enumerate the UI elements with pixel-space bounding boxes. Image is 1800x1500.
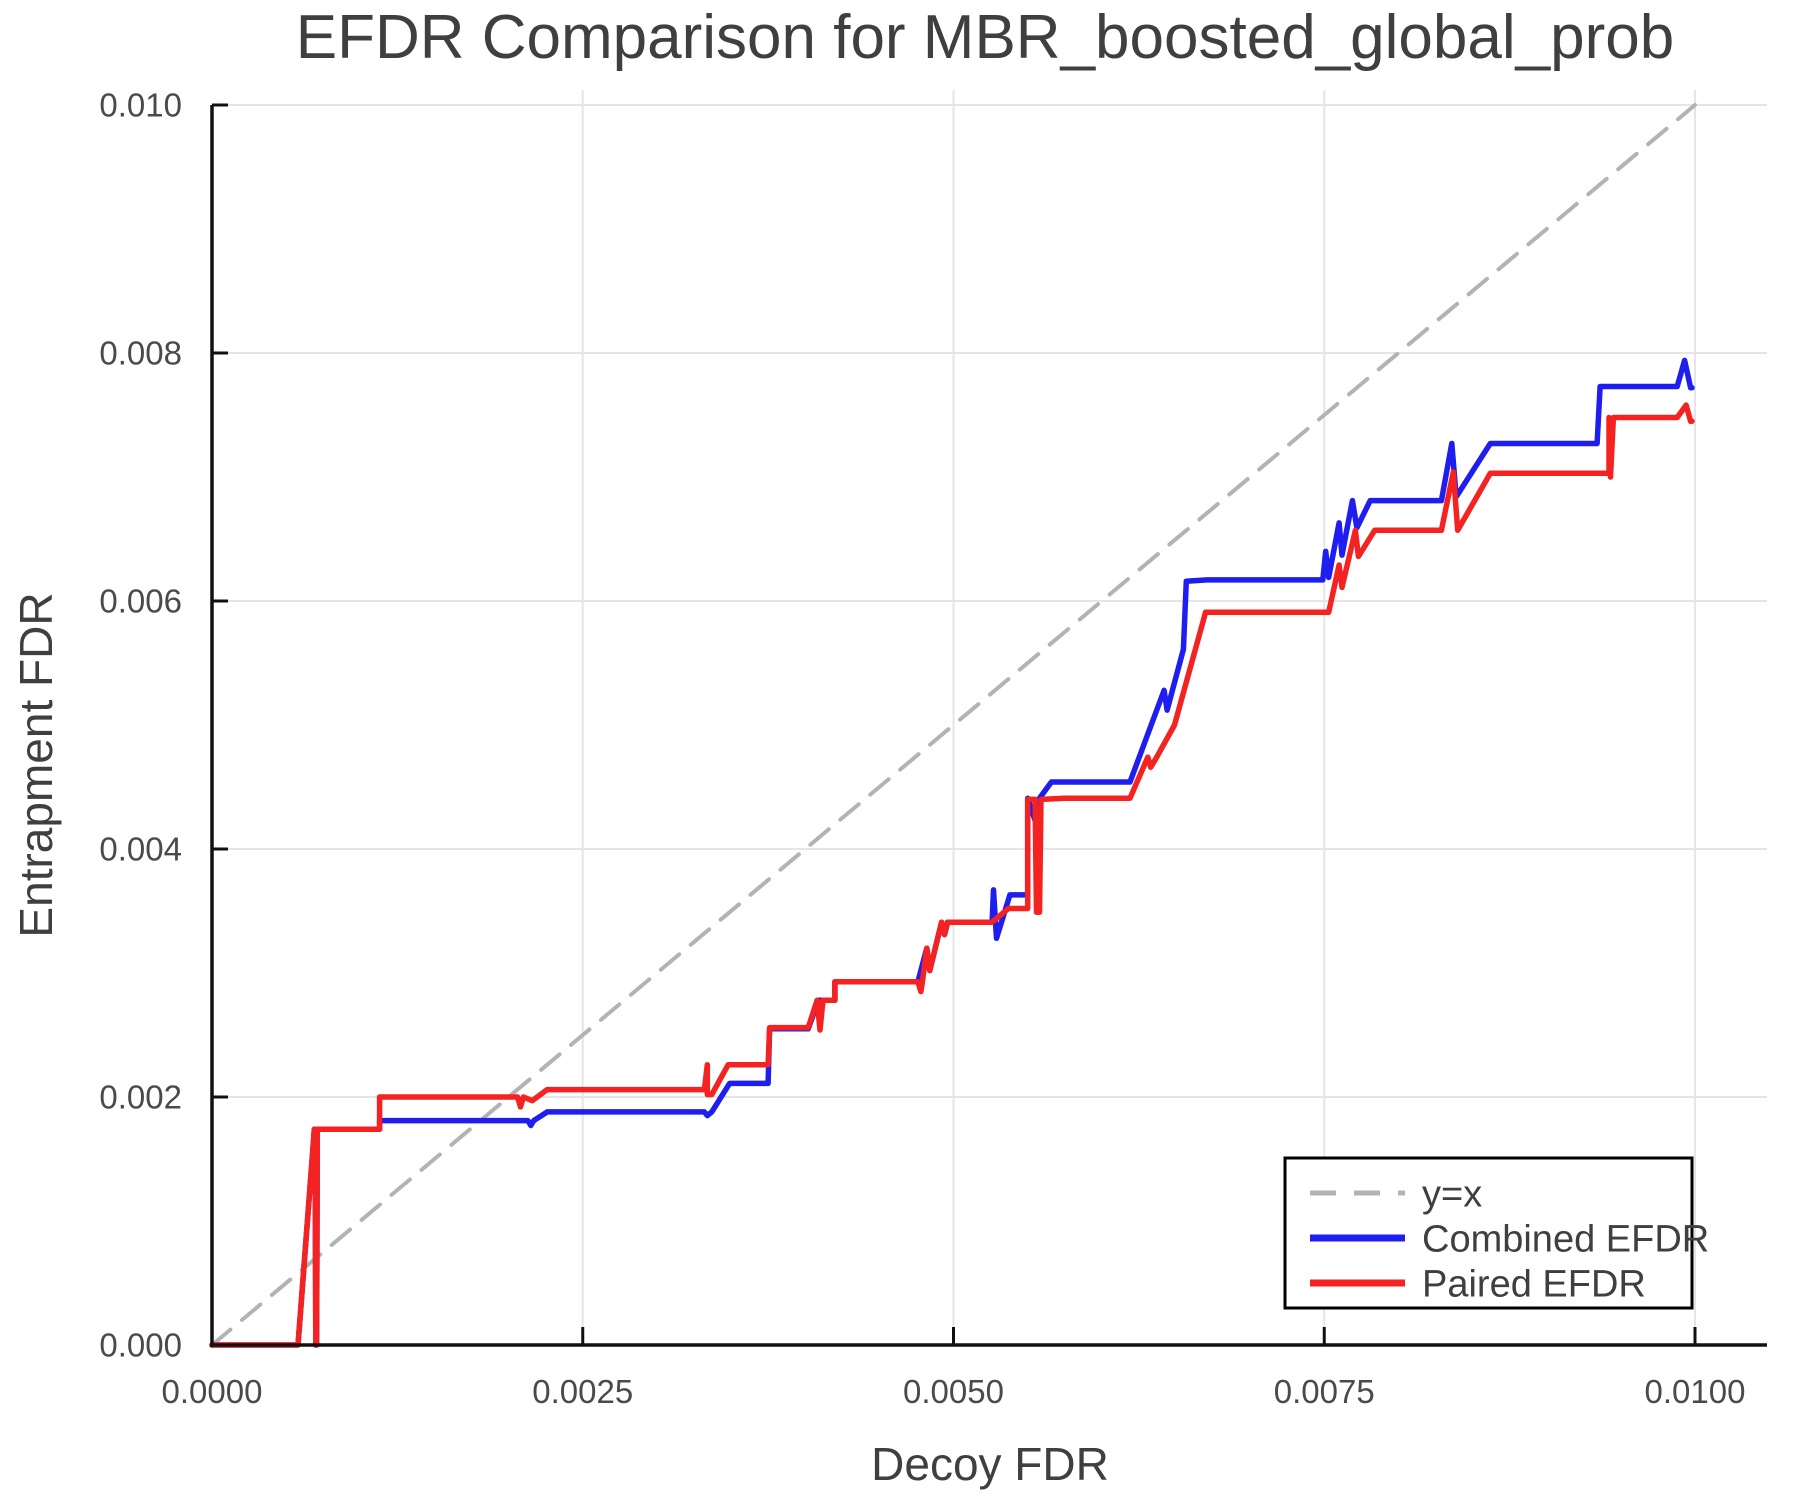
x-tick-label: 0.0075 [1274,1373,1375,1410]
axis-spines [210,105,1767,1347]
y-tick-label: 0.002 [99,1079,182,1116]
paired-efdr-line [209,402,1695,1348]
legend-box: y=x Combined EFDR Paired EFDR [1283,1156,1709,1310]
legend-label-combined: Combined EFDR [1422,1218,1709,1260]
combined-efdr-line [209,357,1695,1348]
x-tick-label: 0.0100 [1645,1373,1746,1410]
y-axis-title: Entrapment FDR [10,592,62,937]
y-tick-label: 0.008 [99,335,182,372]
x-tick-label: 0.0050 [903,1373,1004,1410]
data-series [209,103,1697,1348]
x-tick-label: 0.0000 [162,1373,263,1410]
axis-ticks [210,103,1697,1347]
chart-title: EFDR Comparison for MBR_boosted_global_p… [296,3,1674,72]
tick-labels: 0.0000 0.0025 0.0050 0.0075 0.0100 0.000 0.002… [99,87,1745,1410]
y-tick-label: 0.006 [99,583,182,620]
legend-label-identity: y=x [1422,1173,1482,1215]
identity-line [210,103,1697,1347]
x-tick-label: 0.0025 [532,1373,633,1410]
x-axis-title: Decoy FDR [871,1438,1109,1490]
y-tick-label: 0.000 [99,1327,182,1364]
legend-label-paired: Paired EFDR [1422,1263,1646,1305]
y-tick-label: 0.010 [99,87,182,124]
y-tick-label: 0.004 [99,831,182,868]
